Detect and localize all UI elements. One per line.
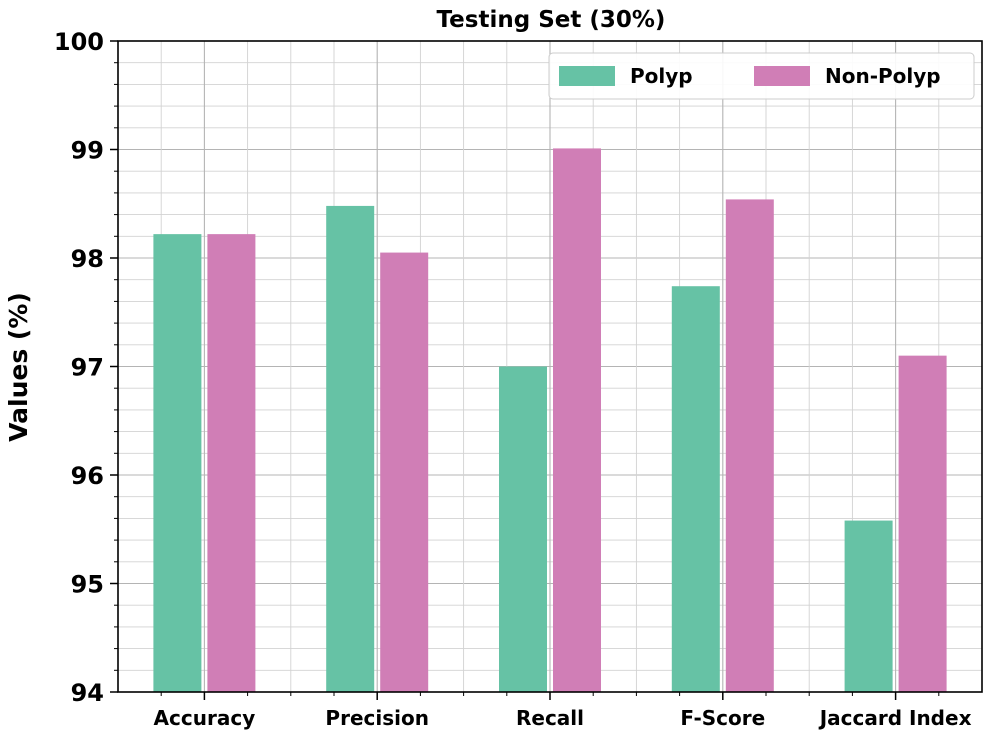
bar-non-polyp-precision (380, 252, 429, 692)
bar-polyp-recall (499, 366, 547, 692)
legend-label-non-polyp: Non-Polyp (825, 64, 941, 88)
bar-non-polyp-accuracy (207, 234, 256, 692)
y-tick-label: 100 (54, 28, 104, 56)
legend: Polyp Non-Polyp (548, 52, 975, 100)
y-tick-label: 97 (71, 354, 104, 382)
bar-non-polyp-f-score (725, 199, 774, 692)
x-tick-label: F-Score (680, 706, 765, 730)
legend-swatch-non-polyp (754, 66, 810, 86)
bar-polyp-accuracy (153, 234, 202, 692)
bar-non-polyp-recall (553, 148, 601, 693)
legend-swatch-polyp (559, 66, 615, 86)
bar-polyp-f-score (671, 286, 720, 692)
y-tick-label: 99 (71, 137, 104, 165)
bar-polyp-jaccard-index (844, 520, 893, 692)
y-axis-ticks: 94 95 96 97 98 99 100 (54, 28, 118, 707)
x-tick-label: Recall (516, 706, 584, 730)
x-tick-label: Precision (325, 706, 429, 730)
bar-polyp-precision (326, 205, 375, 693)
x-axis-ticks: Accuracy Precision Recall F-Score Jaccard In… (154, 692, 972, 730)
y-tick-label: 96 (71, 462, 104, 490)
legend-label-polyp: Polyp (630, 64, 693, 88)
x-tick-label: Accuracy (154, 706, 256, 730)
y-tick-label: 94 (71, 679, 104, 707)
bar-non-polyp-jaccard-index (898, 355, 947, 692)
bars (153, 148, 947, 693)
y-tick-label: 98 (71, 245, 104, 273)
chart-title: Testing Set (30%) (437, 7, 666, 33)
y-tick-label: 95 (71, 571, 104, 599)
x-tick-label: Jaccard Index (818, 706, 972, 730)
y-axis-label: Values (%) (4, 292, 33, 442)
